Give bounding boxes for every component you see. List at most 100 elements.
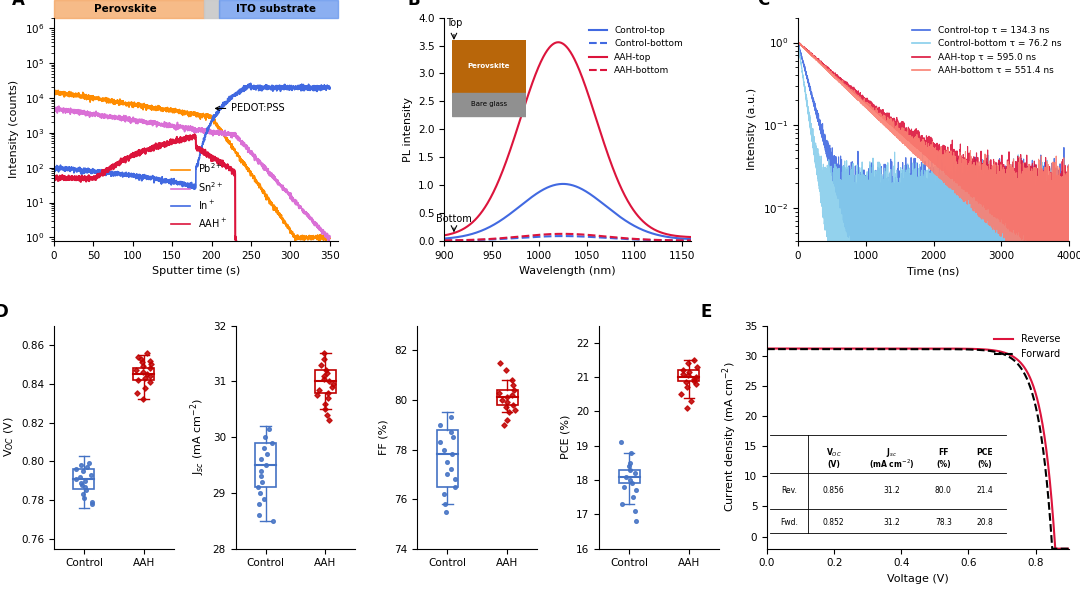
- Point: [616, 482, 633, 491]
- Point: [82, 470, 99, 480]
- Point: [623, 478, 640, 488]
- Bar: [678, 370, 699, 381]
- Forward: [904, 346, 917, 353]
- Y-axis label: J$_{sc}$ (mA cm$^{-2}$): J$_{sc}$ (mA cm$^{-2}$): [189, 399, 207, 476]
- Y-axis label: PL intensity: PL intensity: [403, 97, 413, 162]
- Text: PEDOT:PSS: PEDOT:PSS: [216, 103, 285, 113]
- Control-top: [640, 228, 653, 235]
- Point: [498, 415, 515, 425]
- Point: [252, 488, 269, 497]
- Point: [72, 478, 90, 487]
- Control-top: [555, 181, 568, 188]
- Control-bottom: [556, 232, 569, 240]
- Point: [504, 400, 522, 409]
- Point: [626, 506, 644, 516]
- Point: [499, 393, 516, 402]
- Point: [252, 455, 269, 464]
- Line: AAH-top: AAH-top: [445, 42, 691, 237]
- Point: [621, 461, 638, 471]
- AAH-bottom: [555, 230, 568, 237]
- Control-bottom: [685, 237, 698, 244]
- Point: [130, 352, 147, 361]
- Point: [256, 444, 273, 453]
- Point: [443, 428, 460, 437]
- Point: [260, 424, 278, 434]
- Point: [68, 464, 85, 474]
- Point: [73, 480, 91, 489]
- Point: [678, 383, 696, 392]
- Point: [446, 482, 463, 491]
- Point: [683, 396, 700, 406]
- Point: [78, 486, 95, 495]
- Point: [323, 382, 340, 392]
- Point: [679, 371, 697, 380]
- Point: [315, 355, 333, 364]
- Point: [613, 499, 631, 509]
- AAH-top: [572, 64, 585, 71]
- Point: [504, 381, 522, 390]
- Line: Forward: Forward: [767, 349, 1069, 549]
- Point: [309, 391, 326, 400]
- Point: [626, 468, 644, 478]
- Point: [494, 395, 511, 405]
- Point: [503, 390, 521, 399]
- Control-top: [572, 184, 585, 191]
- Point: [612, 438, 630, 447]
- Forward: [1063, 545, 1076, 552]
- Text: E: E: [701, 303, 712, 322]
- Forward: [1045, 545, 1058, 552]
- Point: [320, 388, 337, 397]
- Point: [134, 395, 151, 404]
- Forward: [1009, 358, 1022, 365]
- Text: Top: Top: [446, 18, 462, 28]
- Control-top: [685, 235, 698, 242]
- Y-axis label: PCE (%): PCE (%): [561, 415, 570, 460]
- Point: [688, 362, 705, 372]
- Point: [316, 365, 334, 375]
- Point: [680, 367, 698, 376]
- AAH-top: [640, 221, 653, 228]
- Point: [138, 369, 156, 379]
- Point: [141, 377, 159, 386]
- Control-top: [556, 181, 569, 188]
- AAH-bottom: [438, 237, 451, 244]
- Point: [627, 516, 645, 526]
- AAH-top: [679, 233, 692, 240]
- Point: [442, 465, 459, 474]
- Bar: [497, 390, 517, 405]
- Point: [137, 373, 154, 383]
- Bar: [133, 368, 154, 380]
- Text: ITO substrate: ITO substrate: [237, 4, 316, 14]
- Forward: [760, 346, 773, 353]
- Point: [130, 375, 147, 385]
- Point: [251, 510, 268, 520]
- Point: [76, 494, 93, 503]
- Bar: [73, 469, 94, 489]
- Point: [490, 388, 508, 397]
- Point: [129, 389, 146, 398]
- Point: [444, 432, 461, 442]
- Text: D: D: [0, 303, 8, 322]
- Y-axis label: Current density (mA cm$^{-2}$): Current density (mA cm$^{-2}$): [720, 362, 739, 513]
- Bar: [619, 470, 639, 483]
- AAH-bottom: [685, 237, 698, 244]
- Reverse: [941, 345, 954, 352]
- Control-top: [585, 192, 598, 199]
- Point: [437, 507, 455, 516]
- Point: [435, 445, 453, 454]
- Point: [310, 385, 327, 395]
- Y-axis label: Intensity (a.u.): Intensity (a.u.): [747, 88, 757, 171]
- AAH-top: [557, 41, 570, 48]
- Y-axis label: FF (%): FF (%): [379, 419, 389, 455]
- Point: [71, 472, 89, 481]
- Point: [503, 375, 521, 385]
- Point: [253, 466, 270, 476]
- Forward: [941, 346, 954, 353]
- Point: [499, 398, 516, 407]
- Point: [688, 379, 705, 389]
- Point: [622, 458, 639, 468]
- Point: [315, 349, 333, 358]
- Point: [674, 365, 691, 375]
- Point: [256, 432, 273, 442]
- Control-bottom: [438, 237, 451, 244]
